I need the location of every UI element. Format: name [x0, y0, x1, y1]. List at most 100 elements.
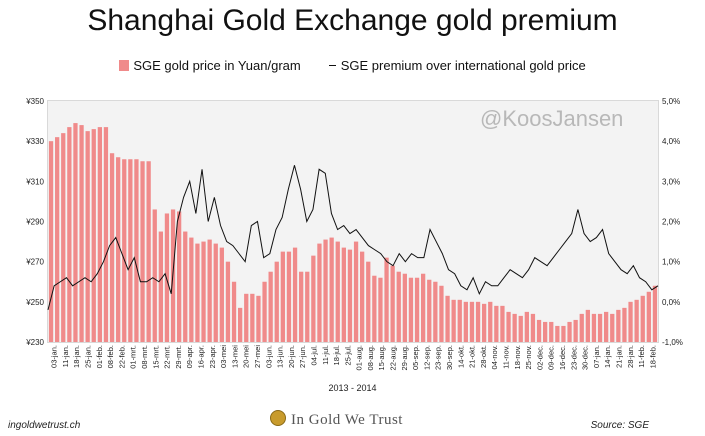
x-tick-label: 23-dec. [569, 345, 578, 370]
x-tick-label: 11-feb. [637, 345, 646, 368]
price-bar [628, 301, 633, 342]
price-bar [48, 141, 54, 342]
x-tick-label: 25-jul. [343, 345, 352, 365]
price-bar [274, 261, 279, 342]
price-bar [597, 313, 603, 342]
x-tick-label: 08-feb. [106, 345, 115, 368]
price-bar [201, 241, 206, 342]
price-bar [482, 303, 487, 342]
price-bar [146, 161, 151, 342]
price-bar [536, 319, 542, 342]
x-axis-caption: 2013 - 2014 [328, 383, 377, 393]
price-bar [469, 301, 475, 342]
price-bar [299, 271, 304, 342]
price-bar [177, 211, 182, 342]
price-bar [317, 243, 322, 342]
price-bar [134, 159, 139, 342]
y-right-tick-label: -1,0% [662, 338, 683, 347]
price-bar [567, 321, 572, 342]
price-bar [646, 291, 651, 342]
x-tick-label: 18-nov. [513, 345, 522, 369]
x-tick-label: 23-sep. [434, 345, 443, 370]
price-bar [213, 243, 218, 342]
price-bar [55, 137, 60, 342]
price-bar [280, 251, 285, 343]
price-bar [353, 241, 359, 342]
x-tick-label: 27-mei [253, 345, 262, 368]
price-bar [518, 315, 523, 342]
y-left-tick-label: ¥270 [25, 258, 44, 267]
y-right-tick-label: 4,0% [662, 137, 680, 146]
price-bar [85, 131, 90, 343]
price-bar [378, 277, 383, 342]
price-bar [604, 311, 609, 343]
price-bar [610, 313, 615, 342]
x-tick-label: 01-mrt. [129, 345, 138, 369]
price-bar [67, 127, 72, 342]
price-bar [164, 213, 170, 342]
legend-bar-label: SGE gold price in Yuan/gram [133, 58, 301, 73]
price-bar [402, 273, 407, 342]
chart-legend: SGE gold price in Yuan/gram SGE premium o… [0, 58, 705, 73]
x-tick-label: 15-aug. [377, 345, 386, 370]
price-bar [79, 125, 84, 342]
price-bar [152, 209, 157, 342]
x-tick-label: 02-dec. [535, 345, 544, 370]
price-bar [506, 311, 511, 343]
price-bar [421, 273, 426, 342]
price-bar [360, 251, 365, 343]
legend-bar-swatch [119, 60, 130, 71]
price-bar [103, 127, 109, 342]
price-bar [616, 309, 621, 342]
x-tick-label: 07-jan. [592, 345, 601, 368]
price-bar [183, 231, 188, 342]
price-bar [414, 277, 420, 342]
price-bar [335, 241, 340, 342]
price-bar [61, 133, 66, 342]
x-tick-label: 05-sep. [411, 345, 420, 370]
x-tick-label: 29-aug. [400, 345, 409, 370]
price-bar [549, 321, 554, 342]
chart-title: Shanghai Gold Exchange gold premium [87, 4, 618, 37]
price-bar [585, 309, 590, 342]
x-tick-label: 30-dec. [581, 345, 590, 370]
price-bar [396, 271, 401, 342]
price-bar [543, 321, 548, 342]
price-bar [128, 159, 133, 342]
price-bar [140, 161, 145, 342]
x-tick-label: 12-sep. [422, 345, 431, 370]
footer-brand: In Gold We Trust [270, 410, 403, 429]
x-tick-label: 28-okt. [479, 345, 488, 368]
x-tick-label: 04-jul. [310, 345, 319, 365]
price-bar [372, 275, 377, 342]
price-bar [366, 261, 371, 342]
x-tick-label: 14-okt. [456, 345, 465, 368]
price-bar [573, 319, 578, 342]
price-bar [433, 281, 438, 342]
watermark-text: @KoosJansen [480, 106, 624, 131]
x-tick-label: 09-apr. [185, 345, 194, 368]
price-bar [329, 237, 334, 342]
x-tick-label: 20-mei [242, 345, 251, 368]
price-bar [451, 299, 456, 342]
price-bar [158, 231, 163, 342]
x-tick-label: 01-feb. [95, 345, 104, 368]
x-tick-label: 20-jun. [287, 345, 296, 368]
price-bar [262, 281, 267, 342]
x-tick-label: 11-nov. [502, 345, 511, 369]
x-tick-label: 25-nov. [524, 345, 533, 369]
price-bar [189, 237, 194, 342]
price-bar [219, 247, 224, 342]
x-tick-label: 18-jul. [332, 345, 341, 365]
x-tick-label: 21-okt. [468, 345, 477, 368]
price-bar [97, 127, 102, 342]
price-bar [555, 325, 560, 342]
y-right-tick-label: 2,0% [662, 218, 680, 227]
x-tick-label: 15-mrt. [151, 345, 160, 369]
x-tick-label: 23-apr. [208, 345, 217, 368]
x-tick-label: 25-jan. [84, 345, 93, 368]
x-tick-label: 08-aug. [366, 345, 375, 370]
x-tick-label: 30-sep. [445, 345, 454, 370]
y-right-tick-label: 1,0% [662, 258, 680, 267]
x-tick-label: 13-jun. [276, 345, 285, 368]
